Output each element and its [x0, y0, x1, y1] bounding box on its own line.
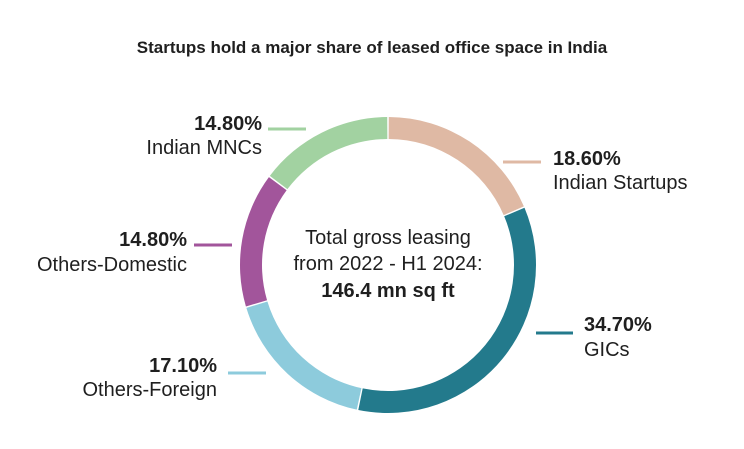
slice-indian-mncs: [269, 117, 388, 190]
slice-value-label-gics: 34.70%: [584, 314, 652, 336]
center-text-line-2: from 2022 - H1 2024:: [294, 253, 483, 275]
slice-value-label-indian-mncs: 14.80%: [194, 113, 262, 135]
center-text-line-1: Total gross leasing: [305, 227, 471, 249]
slice-category-label-indian-startups: Indian Startups: [553, 172, 688, 194]
slice-others-domestic: [239, 177, 287, 307]
slice-gics: [358, 207, 536, 413]
donut-slices: [239, 117, 536, 413]
slice-category-label-others-foreign: Others-Foreign: [83, 379, 218, 401]
slice-category-label-indian-mncs: Indian MNCs: [146, 137, 262, 159]
slice-indian-startups: [388, 117, 524, 216]
slice-value-label-others-domestic: 14.80%: [119, 229, 187, 251]
slice-value-label-indian-startups: 18.60%: [553, 148, 621, 170]
slice-others-foreign: [246, 301, 362, 410]
center-text-total: 146.4 mn sq ft: [321, 280, 455, 302]
chart-title: Startups hold a major share of leased of…: [137, 38, 608, 57]
leader-lines: [194, 127, 573, 375]
slice-value-label-others-foreign: 17.10%: [149, 355, 217, 377]
slice-category-label-others-domestic: Others-Domestic: [37, 254, 187, 276]
slice-category-label-gics: GICs: [584, 339, 630, 361]
